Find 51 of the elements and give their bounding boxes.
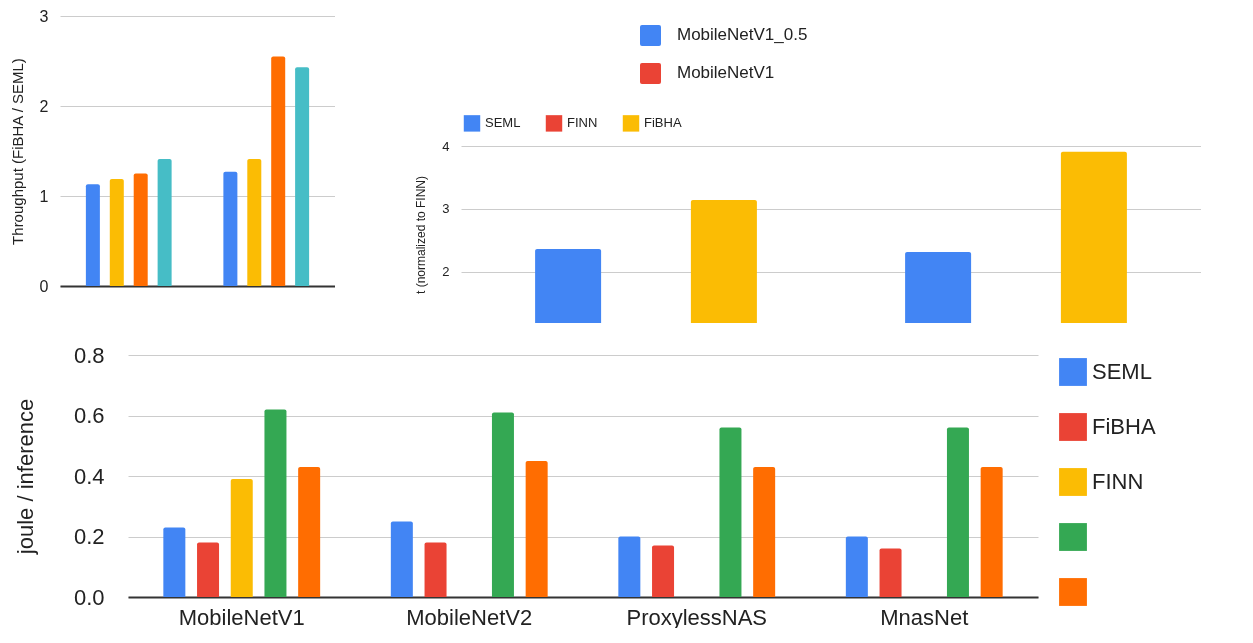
bar [271,56,286,286]
y-tick-label: 0.8 [73,342,105,368]
bar [845,536,868,597]
y-axis-title: Throughput (FiBHA / SEML) [8,58,26,245]
bar [946,427,969,597]
text: MobileNetV1 [677,63,775,83]
x-tick-label: MobileNetV2 [406,604,533,630]
legend-label: SEML [485,115,521,131]
bar [197,542,220,597]
y-tick-label: 0.0 [73,584,105,610]
bar [223,171,238,286]
bar [525,460,548,597]
bar [157,159,172,286]
bar [390,521,413,597]
bar [424,542,447,597]
bar [230,479,253,597]
legend-label: FiBHA [644,115,682,131]
bar [298,466,321,597]
bar [652,545,675,597]
text: MobileNetV1_0.5 [677,25,808,45]
bar [264,409,287,597]
legend-label: FINN [567,115,598,131]
bar [163,527,186,597]
y-tick-label: 4 [442,138,450,154]
bar [247,159,262,286]
y-tick-label: 0 [39,277,49,295]
y-tick-label: 2 [442,264,450,280]
y-axis-title: t (normalized to FINN) [414,175,429,295]
bar [980,466,1003,597]
y-tick-label: 3 [39,7,49,25]
bar [109,178,124,286]
bar [753,466,776,597]
y-tick-label: 0.4 [73,463,105,489]
bar [719,427,742,597]
legend-label: FINN [1092,469,1144,494]
bar [85,184,100,286]
legend-label: FiBHA [1092,414,1156,439]
y-tick-label: 0.2 [73,524,105,549]
x-tick-label: MobileNetV1 [178,604,305,630]
bar [491,412,514,597]
y-tick-label: 1 [39,187,49,205]
x-tick-label: MnasNet [880,604,969,630]
y-tick-label: 2 [39,97,49,115]
bar [295,67,310,286]
y-tick-label: 0.6 [73,403,105,428]
bar [879,548,902,597]
bar [133,173,148,286]
bar [618,536,641,597]
legend-label: SEML [1092,359,1152,384]
y-axis-title: joule / inference [12,398,38,556]
y-tick-label: 3 [442,201,450,217]
